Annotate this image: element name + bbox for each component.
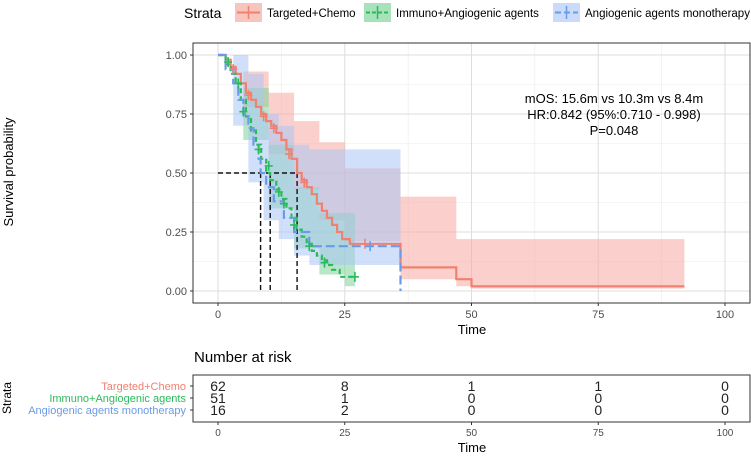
- censor-mark-immuno: [254, 144, 263, 155]
- legend-label-immuno: Immuno+Angiogenic agents: [396, 8, 539, 20]
- risk-cell: 0: [594, 402, 602, 418]
- risk-cell: 1: [341, 390, 349, 406]
- risk-cell: 0: [721, 378, 729, 394]
- censor-marks: [224, 57, 375, 282]
- y-axis-label: Survival probability: [1, 117, 16, 227]
- risk-cell: 0: [468, 390, 476, 406]
- risk-cell: 0: [468, 402, 476, 418]
- risk-cell: 62: [210, 378, 226, 394]
- stats-annotation: mOS: 15.6m vs 10.3m vs 8.4m HR:0.842 (95…: [525, 91, 703, 138]
- legend-label-angio: Angiogenic agents monotherapy: [585, 8, 750, 20]
- legend-label-targeted: Targeted+Chemo: [267, 8, 356, 20]
- censor-mark-immuno: [279, 198, 288, 209]
- censor-mark-targeted: [269, 123, 278, 134]
- censor-mark-targeted: [244, 90, 253, 101]
- censor-mark-immuno: [234, 78, 243, 89]
- risk-x-tick-label: 50: [466, 428, 478, 439]
- risk-row-label: Targeted+Chemo: [101, 381, 186, 393]
- risk-cell: 16: [210, 402, 226, 418]
- risk-x-tick-label: 0: [215, 428, 221, 439]
- censor-mark-immuno: [239, 106, 248, 117]
- legend: Strata Targeted+Chemo Immuno+Angiogenic …: [184, 3, 750, 22]
- annotation-p: P=0.048: [590, 123, 639, 138]
- censor-mark-targeted: [361, 238, 370, 249]
- confidence-band-angio: [218, 55, 401, 287]
- y-tick-label: 0.00: [166, 286, 187, 298]
- y-tick-label: 1.00: [166, 50, 187, 62]
- confidence-bands: [218, 55, 685, 289]
- annotation-mos: mOS: 15.6m vs 10.3m vs 8.4m: [525, 91, 703, 106]
- censor-mark-immuno: [320, 257, 329, 268]
- censor-mark-targeted: [300, 177, 309, 188]
- risk-table-border: [192, 374, 751, 423]
- risk-cell: 0: [594, 390, 602, 406]
- survival-panel: 0.00 0.25 0.50 0.75 1.00 0 25 50 75 100 Time Sur…: [1, 42, 751, 337]
- x-tick-label: 0: [215, 309, 221, 321]
- x-axis-label: Time: [458, 322, 486, 337]
- risk-row-label: Immuno+Angiogenic agents: [49, 393, 186, 405]
- x-axis-ticks: 0 25 50 75 100: [215, 303, 734, 321]
- censor-mark-targeted: [229, 64, 238, 75]
- risk-cell: 0: [721, 402, 729, 418]
- y-tick-label: 0.25: [166, 227, 187, 239]
- risk-row-label: Angiogenic agents monotherapy: [28, 405, 186, 417]
- risk-table-title: Number at risk: [194, 349, 292, 366]
- risk-x-axis-ticks: 0 25 50 75 100: [215, 422, 734, 439]
- risk-x-axis-label: Time: [458, 440, 486, 455]
- survival-curve-targeted: [218, 53, 685, 288]
- annotation-hr: HR:0.842 (95%:0.710 - 0.998): [527, 107, 700, 122]
- risk-x-tick-label: 100: [717, 428, 734, 439]
- risk-x-tick-label: 75: [593, 428, 605, 439]
- y-axis-ticks: 0.00 0.25 0.50 0.75 1.00: [166, 50, 193, 298]
- risk-cell: 51: [210, 390, 226, 406]
- median-lines: [218, 172, 298, 291]
- legend-title: Strata: [184, 5, 222, 21]
- censor-mark-targeted: [284, 149, 293, 160]
- censor-mark-immuno: [350, 271, 359, 282]
- risk-cell: 0: [721, 390, 729, 406]
- censor-mark-immuno: [264, 160, 273, 171]
- x-tick-label: 75: [592, 309, 604, 321]
- risk-table: Number at risk Strata Targeted+Chemo 62 8 1…: [0, 349, 751, 455]
- risk-cell: 8: [341, 378, 349, 394]
- censor-mark-immuno: [274, 186, 283, 197]
- risk-x-tick-label: 25: [339, 428, 351, 439]
- risk-strata-label: Strata: [0, 382, 14, 414]
- risk-cell: 1: [594, 378, 602, 394]
- x-tick-label: 25: [339, 309, 351, 321]
- censor-mark-angio: [366, 241, 375, 252]
- risk-cell: 2: [341, 402, 349, 418]
- x-tick-label: 100: [716, 309, 734, 321]
- x-tick-label: 50: [465, 309, 477, 321]
- survival-curve-immuno: [218, 53, 355, 278]
- censor-mark-immuno: [224, 57, 233, 68]
- censor-mark-targeted: [259, 111, 268, 122]
- censor-mark-immuno: [290, 219, 299, 230]
- y-tick-label: 0.50: [166, 168, 187, 180]
- risk-cell: 1: [468, 378, 476, 394]
- y-tick-label: 0.75: [166, 109, 187, 121]
- censor-mark-immuno: [305, 241, 314, 252]
